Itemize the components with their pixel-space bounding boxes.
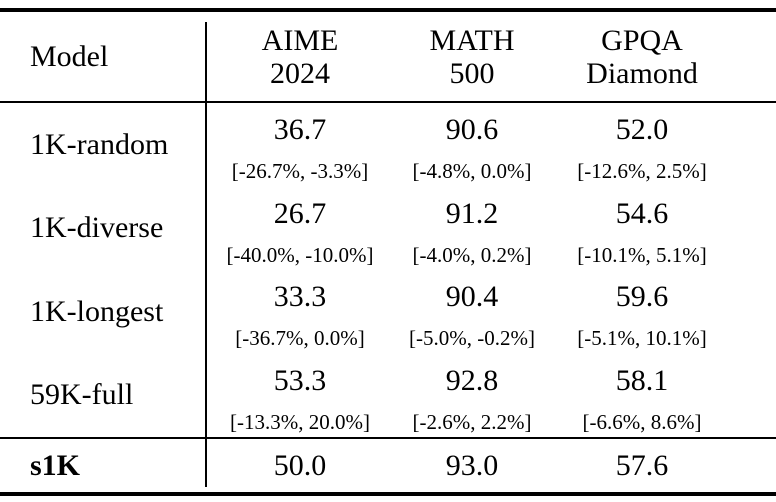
top-rule [0,8,776,12]
score-value: 57.6 [615,448,669,482]
table-row-1k-random: 1K-random 36.7 [-26.7%, -3.3%] 90.6 [-4.… [0,103,776,187]
cell-math: 91.2 [-4.0%, 0.2%] [394,187,550,271]
header-label-aime-line1: AIME [261,23,339,57]
confidence-interval: [-36.7%, 0.0%] [235,326,365,350]
cell-math: 90.4 [-5.0%, -0.2%] [394,270,550,354]
table-row-1k-diverse: 1K-diverse 26.7 [-40.0%, -10.0%] 91.2 [-… [0,187,776,271]
table-row-1k-longest: 1K-longest 33.3 [-36.7%, 0.0%] 90.4 [-5.… [0,270,776,354]
score-value: 92.8 [445,363,499,397]
score-value: 33.3 [273,280,327,313]
header-label-math-line2: 500 [449,56,495,90]
table-body: 1K-random 36.7 [-26.7%, -3.3%] 90.6 [-4.… [0,103,776,437]
header-label-aime-line2: 2024 [270,56,330,90]
confidence-interval: [-5.1%, 10.1%] [577,326,707,350]
model-label: 1K-random [30,127,169,161]
confidence-interval: [-26.7%, -3.3%] [231,159,369,183]
score-value: 52.0 [615,113,669,146]
cell-gpqa: 54.6 [-10.1%, 5.1%] [550,187,734,271]
bottom-rule [0,492,776,496]
score-value: 53.3 [273,363,327,397]
cell-gpqa: 58.1 [-6.6%, 8.6%] [550,354,734,438]
confidence-interval: [-2.6%, 2.2%] [412,409,532,434]
cell-gpqa: 57.6 [550,449,734,483]
header-label-model: Model [30,39,109,73]
cell-aime: 26.7 [-40.0%, -10.0%] [206,187,394,271]
header-label-gpqa-line2: Diamond [586,56,698,90]
confidence-interval: [-10.1%, 5.1%] [577,242,707,267]
footer-separator-rule [0,437,776,439]
table-header: Model AIME 2024 MATH 500 GPQA Diamond [0,12,776,101]
confidence-interval: [-12.6%, 2.5%] [577,159,707,183]
score-value: 36.7 [273,113,327,146]
header-cell-model: Model [0,40,206,74]
confidence-interval: [-4.0%, 0.2%] [412,242,532,267]
confidence-interval: [-4.8%, 0.0%] [412,159,532,183]
header-label-gpqa-line1: GPQA [601,23,683,57]
header-cell-gpqa: GPQA Diamond [550,24,734,90]
table-footer-row-s1k: s1K 50.0 93.0 57.6 [0,439,776,492]
cell-math: 93.0 [394,449,550,483]
header-label-math-line1: MATH [429,23,515,57]
cell-math: 92.8 [-2.6%, 2.2%] [394,354,550,438]
confidence-interval: [-6.6%, 8.6%] [582,409,702,434]
cell-aime: 53.3 [-13.3%, 20.0%] [206,354,394,438]
confidence-interval: [-13.3%, 20.0%] [230,409,370,434]
cell-aime: 33.3 [-36.7%, 0.0%] [206,270,394,354]
score-value: 91.2 [445,196,499,230]
model-label: 59K-full [30,378,134,412]
confidence-interval: [-5.0%, -0.2%] [409,326,535,350]
cell-gpqa: 59.6 [-5.1%, 10.1%] [550,270,734,354]
cell-math: 90.6 [-4.8%, 0.0%] [394,103,550,187]
cell-gpqa: 52.0 [-12.6%, 2.5%] [550,103,734,187]
score-value: 90.4 [445,280,499,313]
model-label: 1K-diverse [30,211,164,245]
header-separator-rule [0,101,776,103]
column-divider [205,22,207,487]
table-row-59k-full: 59K-full 53.3 [-13.3%, 20.0%] 92.8 [-2.6… [0,354,776,438]
header-cell-math: MATH 500 [394,24,550,90]
score-value: 59.6 [615,280,669,313]
cell-aime: 50.0 [206,449,394,483]
score-value: 58.1 [615,363,669,397]
confidence-interval: [-40.0%, -10.0%] [226,242,374,267]
model-label: 1K-longest [30,294,164,328]
header-cell-aime: AIME 2024 [206,24,394,90]
score-value: 90.6 [445,113,499,146]
cell-aime: 36.7 [-26.7%, -3.3%] [206,103,394,187]
score-value: 50.0 [273,448,327,482]
score-value: 93.0 [445,448,499,482]
model-label-s1k: s1K [30,448,81,482]
score-value: 26.7 [273,196,327,230]
score-value: 54.6 [615,196,669,230]
